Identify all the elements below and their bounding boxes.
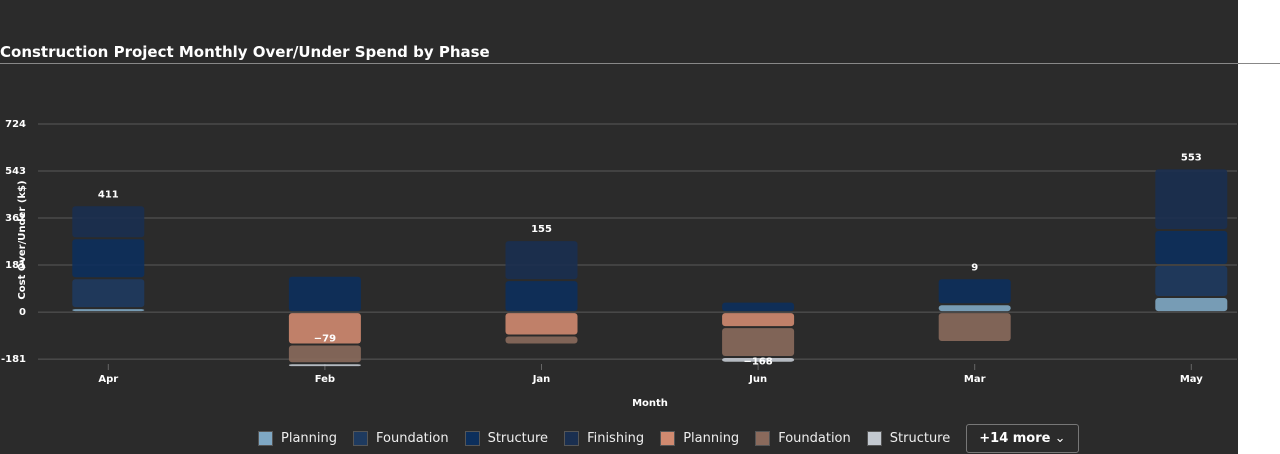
y-tick-label: -181: [1, 354, 26, 365]
bar-segment: [288, 364, 361, 367]
x-tick-label: May: [1180, 374, 1203, 385]
legend-swatch: [353, 430, 368, 446]
bar-segment: [938, 305, 1011, 312]
total-label: 553: [1181, 152, 1202, 163]
bar-segment: [505, 241, 578, 280]
total-label: 155: [531, 224, 552, 235]
legend-label: Finishing: [587, 430, 645, 446]
total-label: 411: [98, 189, 119, 200]
bar-segment: [505, 336, 578, 344]
legend-swatch: [866, 430, 882, 446]
legend-label: Planning: [281, 430, 337, 446]
legend-more-button[interactable]: +14 more ⌄: [966, 423, 1079, 453]
legend-swatch: [464, 430, 480, 446]
legend-item[interactable]: Structure: [866, 430, 951, 446]
title-rule: [0, 63, 1280, 64]
bar-segment: [288, 313, 361, 344]
x-tick-label: Jun: [748, 374, 767, 385]
bar-segment: [938, 313, 1011, 341]
bar-segment: [722, 302, 795, 312]
bar-segment: [722, 313, 795, 327]
legend-label: Structure: [889, 430, 951, 446]
y-tick-label: 0: [19, 307, 26, 318]
legend-item[interactable]: Finishing: [564, 430, 645, 446]
legend-item[interactable]: Planning: [660, 430, 740, 446]
bar-segment: [72, 309, 145, 312]
legend-item[interactable]: Foundation: [353, 430, 449, 446]
chart-title: Construction Project Monthly Over/Under …: [0, 43, 490, 61]
y-tick-label: 543: [5, 166, 26, 177]
legend-swatch: [258, 430, 273, 446]
x-tick-label: Feb: [315, 374, 335, 385]
y-tick-label: 181: [5, 260, 26, 271]
legend-label: Structure: [487, 430, 549, 446]
legend-swatch: [755, 430, 771, 446]
legend-more-label: +14 more: [979, 430, 1051, 446]
bar-segment: [1155, 230, 1228, 265]
total-label: −79: [314, 334, 336, 345]
y-tick-label: 362: [5, 213, 26, 224]
bar-segment: [72, 279, 145, 308]
x-axis-title: Month: [632, 398, 668, 409]
legend-label: Foundation: [778, 430, 851, 446]
bar-segment: [722, 358, 795, 362]
legend-label: Foundation: [376, 430, 449, 446]
bar-segment: [938, 279, 1011, 304]
bar-segment: [722, 328, 795, 357]
x-tick-label: Jan: [532, 374, 551, 385]
total-label: 9: [971, 262, 978, 273]
y-tick-label: 724: [5, 119, 26, 130]
bar-segment: [1155, 169, 1228, 229]
chart: Cost Over/Under (k$) Month -181 0 181 362 54…: [1, 119, 1237, 409]
legend-item[interactable]: Structure: [464, 430, 549, 446]
bar-segment: [288, 276, 361, 312]
chevron-icon: ⌄: [1050, 430, 1066, 446]
x-tick-label: Apr: [98, 374, 118, 385]
y-axis-title: Cost Over/Under (k$): [17, 180, 28, 299]
bar-segment: [288, 345, 361, 363]
bar-segment: [1155, 298, 1228, 312]
bar-segment: [72, 239, 145, 278]
legend-item[interactable]: Foundation: [755, 430, 851, 446]
bar-segment: [1155, 266, 1228, 297]
legend-label: Planning: [683, 430, 740, 446]
legend-item[interactable]: Planning: [258, 430, 337, 446]
legend-swatch: [564, 430, 580, 446]
chart-container: Construction Project Monthly Over/Under …: [0, 0, 1238, 454]
legend-swatch: [660, 430, 676, 446]
bar-segment: [72, 206, 145, 238]
bar-segment: [505, 281, 578, 312]
x-tick-label: Mar: [964, 374, 986, 385]
bar-segment: [505, 313, 578, 335]
legend: Planning Foundation Structure Finishing Plan…: [258, 422, 1079, 454]
total-label: −168: [743, 357, 772, 368]
